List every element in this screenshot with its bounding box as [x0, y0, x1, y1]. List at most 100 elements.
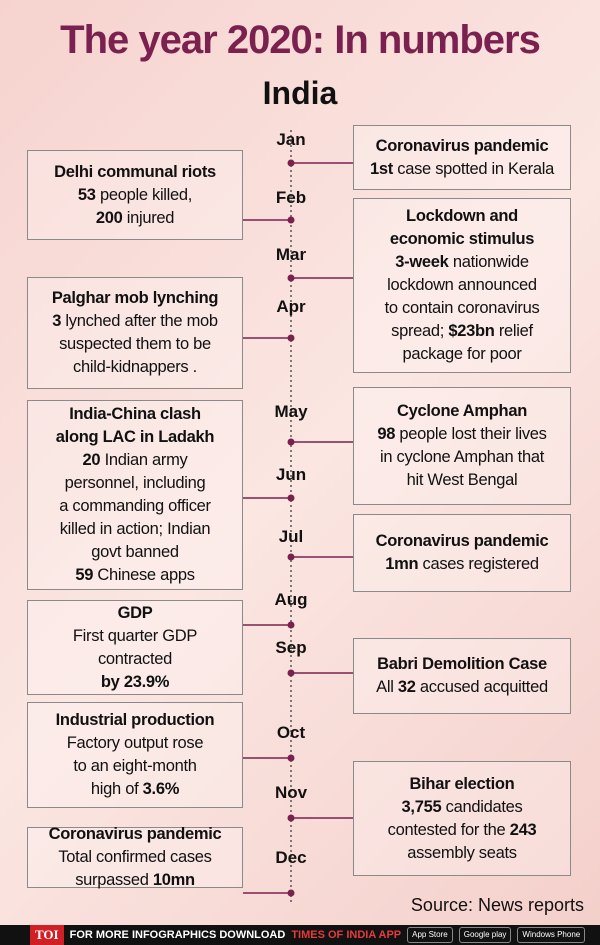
- event-line: 3,755 candidates: [402, 796, 523, 819]
- event-box: Bihar election 3,755 candidates contested …: [353, 761, 571, 876]
- event-line: 59 Chinese apps: [75, 564, 195, 587]
- badge[interactable]: Windows Phone: [517, 927, 586, 943]
- text: relief: [494, 322, 533, 340]
- timeline-dot: [287, 438, 295, 446]
- event-line: First quarter GDP: [73, 625, 197, 648]
- month-label: Aug: [274, 590, 308, 609]
- month-label: Feb: [275, 188, 307, 207]
- timeline-dot: [287, 553, 295, 561]
- text: spread;: [391, 322, 449, 340]
- subtitle: India: [262, 75, 338, 111]
- event-line: 53 people killed,: [78, 184, 192, 207]
- event-box: Industrial production Factory output rose…: [27, 702, 243, 808]
- timeline-dot: [287, 494, 295, 502]
- badge[interactable]: Google play: [458, 927, 512, 943]
- month-label: Mar: [275, 245, 307, 264]
- highlight: 3-week: [395, 253, 449, 271]
- source: Source: News reports: [410, 895, 584, 915]
- text: people killed,: [95, 185, 193, 204]
- highlight: 3,755: [401, 797, 442, 816]
- text: injured: [122, 208, 175, 227]
- text: contested for the: [387, 820, 510, 839]
- event-line: spread; $23bn relief: [391, 320, 533, 343]
- event-line: to contain coronavirus: [385, 297, 540, 320]
- event-line: suspected them to be: [59, 333, 211, 356]
- highlight: 3.6%: [142, 780, 180, 798]
- text: to contain coronavirus: [384, 299, 540, 317]
- timeline-dot: [287, 334, 295, 342]
- highlight: 3: [52, 312, 62, 330]
- highlight: 1mn: [385, 555, 419, 573]
- event-title: Coronavirus pandemic: [375, 532, 549, 550]
- event-line: 20 Indian army: [83, 449, 188, 472]
- timeline-dot: [287, 621, 295, 629]
- app-name: TIMES OF INDIA APP: [291, 929, 402, 941]
- text: in cyclone Amphan that: [379, 448, 544, 466]
- event-title: Bihar election: [409, 774, 515, 793]
- event-box: Coronavirus pandemic 1st case spotted in …: [353, 125, 571, 190]
- highlight: 98: [377, 425, 396, 443]
- text: suspected them to be: [59, 335, 211, 353]
- month-label: Jun: [275, 465, 307, 484]
- event-title: Coronavirus pandemic: [48, 825, 222, 843]
- text: candidates: [441, 797, 523, 816]
- event-title: Lockdown and: [406, 207, 518, 225]
- event-title: Delhi communal riots: [54, 162, 216, 181]
- event-line: 1st case spotted in Kerala: [370, 158, 554, 181]
- event-line: a commanding officer: [59, 495, 211, 518]
- event-line: Factory output rose: [67, 732, 204, 755]
- event-box: GDP First quarter GDP contracted by 23.9%: [27, 600, 243, 695]
- event-box: Palghar mob lynching 3 lynched after the …: [27, 277, 243, 389]
- event-line: Total confirmed cases: [58, 846, 212, 869]
- footer: TOI FOR MORE INFOGRAPHICS DOWNLOAD TIMES…: [0, 925, 600, 945]
- highlight: 10mn: [152, 871, 195, 889]
- event-line: govt banned: [91, 541, 179, 564]
- timeline-dot: [287, 889, 295, 897]
- month-label: Jan: [276, 130, 306, 149]
- highlight: 20: [82, 451, 101, 469]
- event-line: package for poor: [402, 343, 521, 366]
- text: surpassed: [75, 871, 153, 889]
- event-line: 98 people lost their lives: [377, 423, 547, 446]
- month-label: May: [274, 402, 308, 421]
- highlight: 59: [75, 566, 94, 584]
- event-title: Cyclone Amphan: [397, 402, 527, 420]
- event-line: to an eight-month: [73, 755, 197, 778]
- timeline-dot: [287, 814, 295, 822]
- text: personnel, including: [64, 474, 206, 492]
- event-line: contracted: [98, 648, 172, 671]
- timeline-dot: [287, 669, 295, 677]
- timeline-dot: [287, 754, 295, 762]
- month-label: Sep: [275, 638, 307, 657]
- text: killed in action; Indian: [59, 520, 211, 538]
- event-title: Babri Demolition Case: [377, 655, 547, 673]
- event-box: Coronavirus pandemic 1mn cases registered: [353, 514, 571, 592]
- event-box: Cyclone Amphan 98 people lost their lives…: [353, 387, 571, 505]
- event-title: India-China clash: [69, 405, 201, 423]
- text: lynched after the mob: [61, 312, 218, 330]
- event-title: Industrial production: [55, 711, 215, 729]
- timeline-dot: [287, 216, 295, 224]
- text: high of: [90, 780, 143, 798]
- event-title: Coronavirus pandemic: [375, 136, 549, 155]
- text: First quarter GDP: [72, 626, 198, 645]
- month-label: Dec: [275, 848, 307, 867]
- event-line: 200 injured: [96, 207, 175, 230]
- text: govt banned: [91, 543, 179, 561]
- event-box: Coronavirus pandemic Total confirmed case…: [27, 825, 243, 889]
- highlight: 32: [397, 678, 416, 696]
- text: child-kidnappers .: [73, 358, 197, 376]
- event-box: India-China clash along LAC in Ladakh 20 I…: [27, 400, 243, 590]
- month-label: Apr: [276, 297, 306, 316]
- text: accused acquitted: [415, 678, 548, 696]
- event-title: Palghar mob lynching: [51, 289, 219, 307]
- event-line: 1mn cases registered: [385, 553, 539, 576]
- text: Chinese apps: [93, 566, 195, 584]
- timeline-dot: [287, 159, 295, 167]
- text: a commanding officer: [59, 497, 211, 515]
- event-title: along LAC in Ladakh: [55, 428, 215, 446]
- event-line: personnel, including: [65, 472, 206, 495]
- badge[interactable]: App Store: [407, 927, 453, 943]
- event-line: killed in action; Indian: [60, 518, 211, 541]
